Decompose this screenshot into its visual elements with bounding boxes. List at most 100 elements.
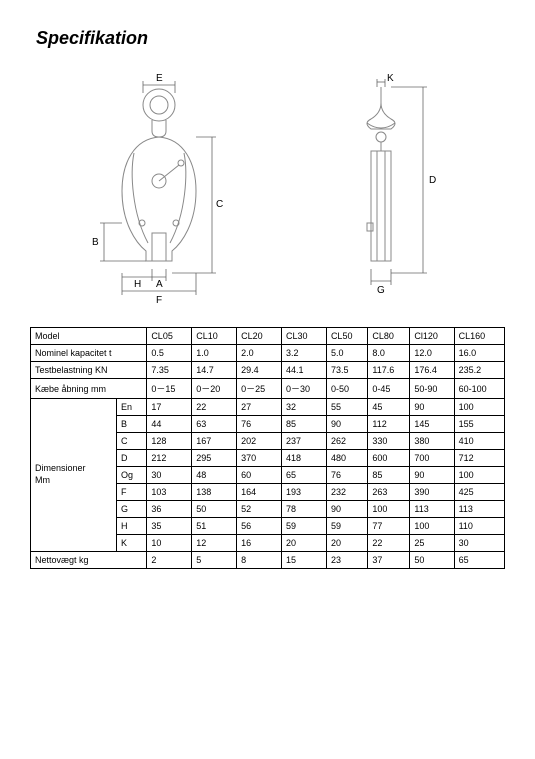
table-cell: 65	[282, 467, 327, 484]
table-cell: 235.2	[454, 362, 504, 379]
table-row: ModelCL05CL10CL20CL30CL50CL80Cl120CL160	[31, 328, 505, 345]
row-label-capacity: Nominel kapacitet t	[31, 345, 147, 362]
table-cell: 77	[368, 518, 410, 535]
table-cell: 56	[237, 518, 282, 535]
table-cell: 65	[454, 552, 504, 569]
table-cell: 50	[192, 501, 237, 518]
table-cell: 138	[192, 484, 237, 501]
table-cell: 262	[326, 433, 367, 450]
dim-sublabel: F	[116, 484, 146, 501]
dim-label-h: H	[134, 279, 141, 290]
dim-sublabel: K	[116, 535, 146, 552]
diagram-front: E C B H A F	[74, 73, 244, 313]
table-cell: 76	[326, 467, 367, 484]
table-cell: 12	[192, 535, 237, 552]
table-cell: 25	[410, 535, 454, 552]
table-cell: 23	[326, 552, 367, 569]
table-cell: 50	[410, 552, 454, 569]
dim-label-e: E	[156, 73, 163, 84]
table-cell: 30	[147, 467, 192, 484]
table-cell: 237	[282, 433, 327, 450]
table-cell: 0-50	[326, 379, 367, 399]
dim-sublabel: B	[116, 416, 146, 433]
row-label-dimensions: DimensionerMm	[31, 399, 117, 552]
table-row: Nettovægt kg2581523375065	[31, 552, 505, 569]
table-cell: 60	[237, 467, 282, 484]
table-cell: 10	[147, 535, 192, 552]
dim-label-f: F	[156, 295, 162, 306]
table-cell: 45	[368, 399, 410, 416]
table-cell: 600	[368, 450, 410, 467]
table-cell: 380	[410, 433, 454, 450]
dim-label-d: D	[429, 175, 436, 186]
table-cell: 59	[282, 518, 327, 535]
table-cell: 48	[192, 467, 237, 484]
table-cell: 30	[454, 535, 504, 552]
table-cell: 12.0	[410, 345, 454, 362]
table-cell: 418	[282, 450, 327, 467]
diagram-front-svg: E C B H A F	[74, 73, 244, 313]
dim-sublabel: En	[116, 399, 146, 416]
table-cell: 78	[282, 501, 327, 518]
dim-sublabel: D	[116, 450, 146, 467]
table-cell: 155	[454, 416, 504, 433]
page: Specifikation	[0, 0, 535, 759]
table-cell: 113	[410, 501, 454, 518]
table-cell: 36	[147, 501, 192, 518]
table-row: DimensionerMmEn17222732554590100	[31, 399, 505, 416]
table-cell: 176.4	[410, 362, 454, 379]
row-label-model: Model	[31, 328, 147, 345]
table-cell: 7.35	[147, 362, 192, 379]
table-cell: CL10	[192, 328, 237, 345]
table-cell: 0－20	[192, 379, 237, 399]
table-cell: 370	[237, 450, 282, 467]
table-cell: 295	[192, 450, 237, 467]
row-label-netweight: Nettovægt kg	[31, 552, 147, 569]
table-cell: 37	[368, 552, 410, 569]
table-cell: 76	[237, 416, 282, 433]
table-cell: 263	[368, 484, 410, 501]
table-cell: CL50	[326, 328, 367, 345]
table-cell: Cl120	[410, 328, 454, 345]
table-cell: CL160	[454, 328, 504, 345]
table-cell: 55	[326, 399, 367, 416]
table-cell: 20	[326, 535, 367, 552]
table-cell: 1.0	[192, 345, 237, 362]
table-cell: 110	[454, 518, 504, 535]
table-cell: 44.1	[282, 362, 327, 379]
table-cell: 164	[237, 484, 282, 501]
table-cell: 63	[192, 416, 237, 433]
table-cell: 212	[147, 450, 192, 467]
table-cell: CL30	[282, 328, 327, 345]
table-cell: 0-45	[368, 379, 410, 399]
table-cell: 480	[326, 450, 367, 467]
table-cell: 15	[282, 552, 327, 569]
table-cell: CL80	[368, 328, 410, 345]
table-cell: 0.5	[147, 345, 192, 362]
table-cell: 2	[147, 552, 192, 569]
table-row: Testbelastning KN7.3514.729.444.173.5117…	[31, 362, 505, 379]
table-cell: 390	[410, 484, 454, 501]
table-row: Kæbe åbning mm0－150－200－250－300-500-4550…	[31, 379, 505, 399]
dim-label-a: A	[156, 279, 163, 290]
table-cell: 117.6	[368, 362, 410, 379]
table-cell: 8	[237, 552, 282, 569]
table-cell: 113	[454, 501, 504, 518]
table-cell: 112	[368, 416, 410, 433]
table-cell: 16.0	[454, 345, 504, 362]
table-cell: 5.0	[326, 345, 367, 362]
table-cell: 51	[192, 518, 237, 535]
table-cell: 202	[237, 433, 282, 450]
dim-sublabel: H	[116, 518, 146, 535]
table-cell: 85	[282, 416, 327, 433]
row-label-testload: Testbelastning KN	[31, 362, 147, 379]
dimensions-unit-text: Mm	[35, 475, 112, 487]
dim-sublabel: Og	[116, 467, 146, 484]
table-cell: 100	[410, 518, 454, 535]
table-cell: 14.7	[192, 362, 237, 379]
table-cell: 330	[368, 433, 410, 450]
table-cell: 20	[282, 535, 327, 552]
dim-sublabel: C	[116, 433, 146, 450]
table-cell: 27	[237, 399, 282, 416]
diagram-row: E C B H A F	[30, 63, 505, 313]
